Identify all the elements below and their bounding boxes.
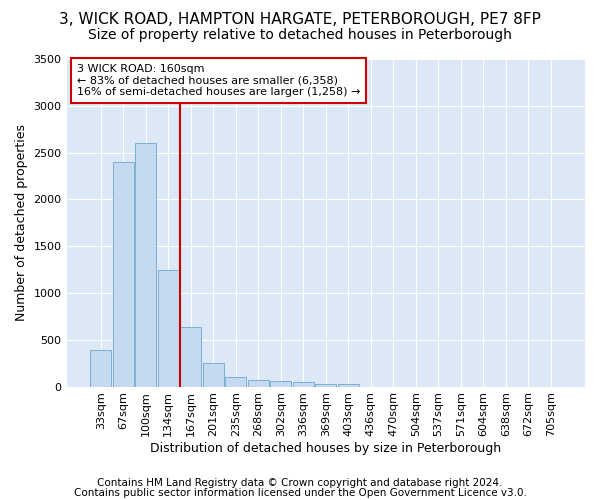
Bar	[293, 382, 314, 386]
X-axis label: Distribution of detached houses by size in Peterborough: Distribution of detached houses by size …	[150, 442, 502, 455]
Text: 3, WICK ROAD, HAMPTON HARGATE, PETERBOROUGH, PE7 8FP: 3, WICK ROAD, HAMPTON HARGATE, PETERBORO…	[59, 12, 541, 28]
Bar	[90, 350, 112, 387]
Bar	[180, 326, 202, 386]
Bar	[315, 384, 337, 386]
Bar	[270, 382, 292, 386]
Bar	[248, 380, 269, 386]
Bar	[338, 384, 359, 386]
Text: Contains public sector information licensed under the Open Government Licence v3: Contains public sector information licen…	[74, 488, 526, 498]
Bar	[158, 270, 179, 386]
Bar	[135, 143, 157, 386]
Bar	[225, 377, 247, 386]
Bar	[113, 162, 134, 386]
Y-axis label: Number of detached properties: Number of detached properties	[15, 124, 28, 322]
Text: Size of property relative to detached houses in Peterborough: Size of property relative to detached ho…	[88, 28, 512, 42]
Text: 3 WICK ROAD: 160sqm
← 83% of detached houses are smaller (6,358)
16% of semi-det: 3 WICK ROAD: 160sqm ← 83% of detached ho…	[77, 64, 360, 97]
Text: Contains HM Land Registry data © Crown copyright and database right 2024.: Contains HM Land Registry data © Crown c…	[97, 478, 503, 488]
Bar	[203, 363, 224, 386]
